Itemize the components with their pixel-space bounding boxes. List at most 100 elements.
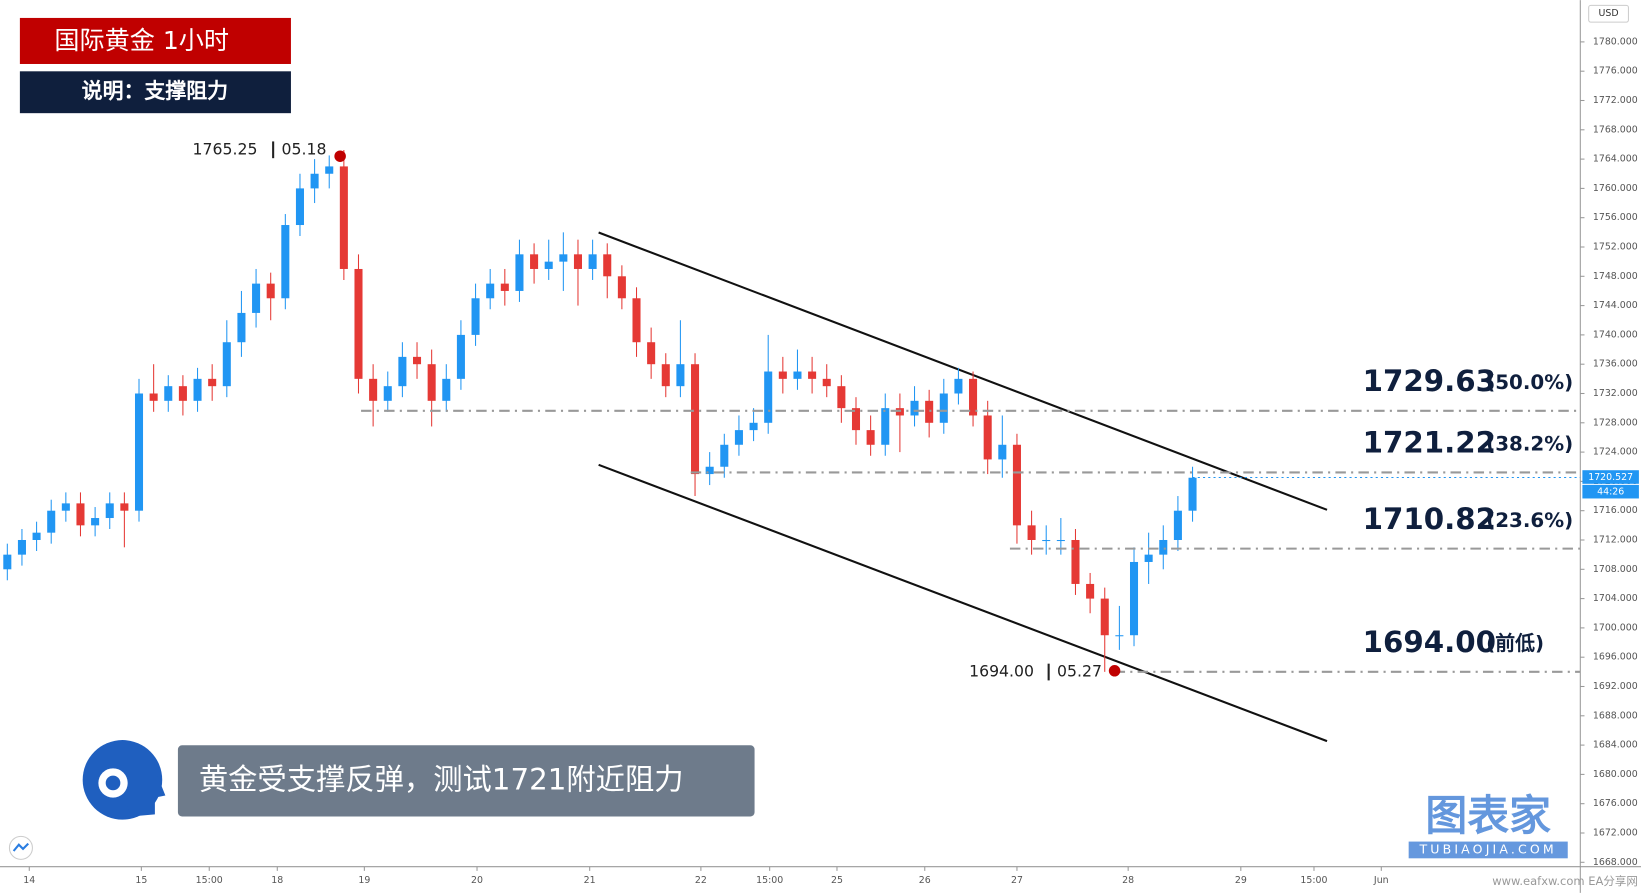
y-tick-label: 1736.000: [1593, 359, 1638, 370]
level-label: 1710.82: [1363, 502, 1496, 536]
candle-body: [193, 378, 202, 401]
candle-body: [325, 166, 334, 174]
y-tick-label: 1764.000: [1593, 154, 1638, 165]
candle-body: [617, 276, 626, 299]
candle-body: [632, 298, 641, 343]
candle-body: [17, 539, 26, 555]
candle-body: [808, 371, 817, 379]
caption-box: [177, 745, 755, 817]
candle-body: [61, 503, 70, 511]
channel-lower: [598, 463, 1328, 743]
last-price-label: 1720.527: [1588, 472, 1633, 483]
channel-upper: [598, 231, 1328, 511]
candle-body: [778, 371, 787, 379]
candle-body: [866, 430, 875, 445]
candle-body: [910, 400, 919, 416]
candle-body: [851, 408, 861, 431]
currency: USD: [1599, 8, 1619, 19]
candle-body: [661, 364, 670, 387]
level-note: (38.2%): [1486, 433, 1573, 456]
candle-body: [603, 254, 612, 277]
candle-body: [647, 342, 656, 365]
candle-body: [998, 444, 1007, 460]
x-tick-label: 19: [358, 875, 370, 886]
candle-body: [354, 268, 363, 379]
candle-body: [310, 173, 319, 189]
x-tick-label: 21: [584, 875, 596, 886]
y-tick-label: 1756.000: [1593, 212, 1638, 223]
candle-body: [559, 254, 568, 262]
candle-body: [1115, 635, 1124, 637]
candle-body: [544, 261, 553, 269]
y-tick-label: 1684.000: [1593, 740, 1638, 751]
candle-body: [178, 386, 187, 401]
x-tick-label: 20: [471, 875, 483, 886]
candle-body: [1173, 510, 1182, 540]
level-note: (前低): [1486, 632, 1544, 655]
candle-body: [208, 378, 217, 387]
candle-body: [734, 430, 743, 445]
candle-body: [76, 503, 85, 526]
candle-body: [530, 254, 539, 269]
x-tick-label: 28: [1122, 875, 1134, 886]
candle-body: [1086, 583, 1095, 599]
y-tick-label: 1692.000: [1593, 681, 1638, 692]
candle-body: [398, 356, 407, 387]
candle-body: [295, 188, 304, 226]
x-tick-label: 15:00: [1300, 875, 1327, 886]
watermark-brand: 图表家: [1425, 791, 1551, 840]
y-tick-label: 1700.000: [1593, 622, 1638, 633]
x-tick-label: 29: [1235, 875, 1247, 886]
candle-body: [822, 378, 831, 387]
candle-body: [91, 518, 100, 526]
y-tick-label: 1752.000: [1593, 241, 1638, 252]
x-tick-label: 27: [1011, 875, 1023, 886]
y-tick-label: 1728.000: [1593, 417, 1638, 428]
level-label: 1694.00: [1363, 625, 1496, 659]
candle-body: [120, 503, 129, 511]
high-price-note: 1765.25: [193, 139, 258, 158]
x-tick-label: 18: [271, 875, 283, 886]
title-box: [19, 17, 291, 64]
level-note: (50.0%): [1486, 371, 1573, 394]
y-tick-label: 1748.000: [1593, 271, 1638, 282]
candle-body: [969, 378, 978, 416]
countdown-label: 44:26: [1597, 487, 1624, 498]
candle-body: [237, 312, 246, 343]
candle-body: [764, 371, 773, 423]
low-date-note: 05.27: [1057, 662, 1102, 681]
candle-body: [925, 400, 934, 423]
high-marker: [334, 150, 346, 162]
candle-body: [1042, 539, 1051, 542]
candle-body: [3, 554, 12, 570]
y-tick-label: 1696.000: [1593, 652, 1638, 663]
y-tick-label: 1680.000: [1593, 769, 1638, 780]
candle-body: [456, 334, 465, 379]
candle-body: [954, 378, 963, 394]
candle-body: [983, 415, 992, 460]
candle-body: [1100, 598, 1109, 636]
candle-body: [1056, 539, 1065, 542]
watermark-site: www.eafxw.com EA分享网: [1492, 874, 1638, 888]
candle-body: [222, 342, 231, 387]
candle-body: [793, 371, 802, 379]
candle-body: [1129, 561, 1139, 636]
candle-body: [149, 393, 158, 401]
candle-body: [691, 364, 700, 475]
candle-body: [471, 298, 480, 335]
y-tick-label: 1780.000: [1593, 36, 1638, 47]
candle-body: [705, 466, 714, 475]
level-label: 1729.63: [1363, 364, 1496, 398]
last-price-box: [1582, 470, 1639, 484]
subtitle-box: [19, 71, 291, 114]
candle-body: [32, 532, 41, 540]
candle-body: [105, 503, 114, 519]
x-tick-label: 15:00: [756, 875, 783, 886]
y-tick-label: 1732.000: [1593, 388, 1638, 399]
y-tick-label: 1672.000: [1593, 827, 1638, 838]
level-note: (23.6%): [1486, 509, 1573, 532]
candles-layer: [3, 149, 1197, 672]
x-tick-label: 25: [831, 875, 843, 886]
